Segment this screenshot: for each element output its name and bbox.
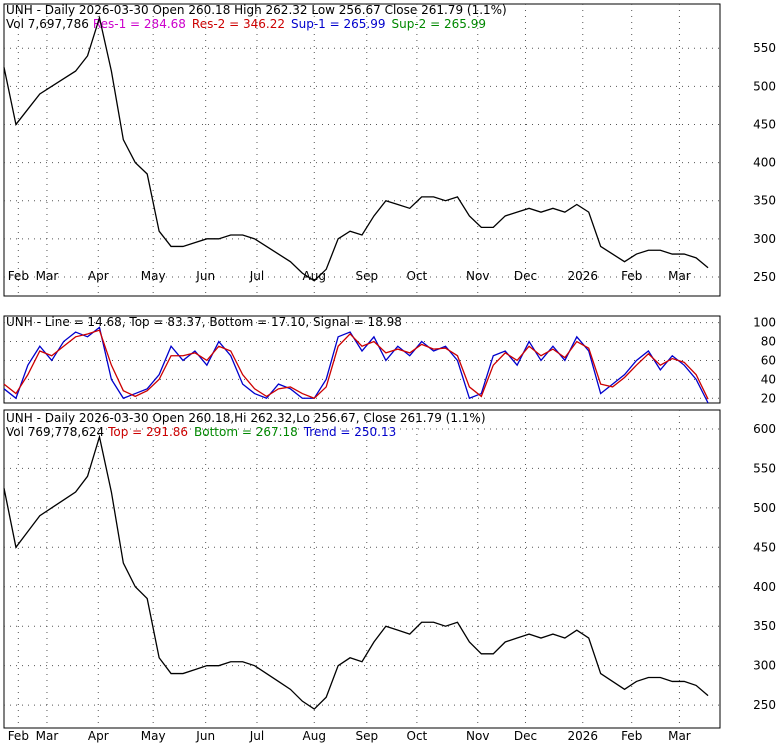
- y-tick-label: 300: [753, 232, 776, 246]
- x-tick-label: Dec: [514, 269, 537, 283]
- y-tick-label: 100: [753, 316, 776, 330]
- y-tick-label: 300: [753, 659, 776, 673]
- title: UNH - Line = 14.68, Top = 83.37, Bottom …: [6, 315, 402, 329]
- x-tick-label: Sep: [355, 269, 378, 283]
- x-tick-label: Sep: [355, 729, 378, 743]
- x-tick-label: Dec: [514, 729, 537, 743]
- x-tick-label: Mar: [668, 269, 691, 283]
- y-tick-label: 350: [753, 194, 776, 208]
- x-tick-label: Mar: [36, 729, 59, 743]
- y-tick-label: 40: [761, 372, 776, 386]
- title-text: UNH - Daily 2026-03-30 Open 260.18 High …: [6, 3, 507, 17]
- x-tick-label: Jul: [249, 729, 264, 743]
- x-tick-label: Nov: [466, 269, 489, 283]
- title-text: UNH - Daily 2026-03-30 Open 260.18,Hi 26…: [6, 411, 486, 425]
- trend: Trend = 250.13: [303, 425, 397, 439]
- subtitle: Vol 769,778,624 Top = 291.86 Bottom = 267.…: [6, 425, 396, 439]
- y-tick-label: 400: [753, 156, 776, 170]
- subtitle: Vol 7,697,786 Res-1 = 284.68 Res-2 = 346.2…: [6, 17, 486, 31]
- x-tick-label: Oct: [407, 269, 428, 283]
- panel: [3, 3, 721, 297]
- title: UNH - Daily 2026-03-30 Open 260.18,Hi 26…: [6, 411, 486, 425]
- y-tick-label: 450: [753, 117, 776, 131]
- bottom: Bottom = 267.18: [194, 425, 298, 439]
- x-tick-label: Aug: [303, 269, 326, 283]
- x-tick-label: Mar: [668, 729, 691, 743]
- x-tick-label: Feb: [8, 269, 29, 283]
- x-tick-label: Apr: [88, 269, 109, 283]
- series-line: [3, 326, 709, 404]
- title: UNH - Daily 2026-03-30 Open 260.18 High …: [6, 3, 507, 17]
- y-tick-label: 80: [761, 335, 776, 349]
- y-tick-label: 450: [753, 540, 776, 554]
- x-tick-label: Apr: [88, 729, 109, 743]
- y-tick-label: 400: [753, 580, 776, 594]
- series-line: [3, 15, 709, 282]
- vol: Vol 769,778,624: [6, 425, 104, 439]
- x-tick-label: 2026: [567, 729, 598, 743]
- panel: [3, 315, 721, 404]
- x-tick-label: Feb: [621, 729, 642, 743]
- y-tick-label: 20: [761, 391, 776, 405]
- res1: Res-1 = 284.68: [93, 17, 186, 31]
- title-text: UNH - Line = 14.68, Top = 83.37, Bottom …: [6, 315, 402, 329]
- y-tick-label: 60: [761, 353, 776, 367]
- y-tick-label: 350: [753, 619, 776, 633]
- x-tick-label: May: [141, 729, 166, 743]
- sup1: Sup-1 = 265.99: [291, 17, 385, 31]
- y-tick-label: 500: [753, 79, 776, 93]
- x-tick-label: Jun: [195, 729, 215, 743]
- x-tick-label: Jul: [249, 269, 264, 283]
- x-tick-label: Feb: [621, 269, 642, 283]
- x-tick-label: Aug: [303, 729, 326, 743]
- x-tick-label: Feb: [8, 729, 29, 743]
- res2: Res-2 = 346.22: [192, 17, 285, 31]
- y-tick-label: 500: [753, 501, 776, 515]
- sup2: Sup-2 = 265.99: [391, 17, 485, 31]
- y-tick-label: 250: [753, 698, 776, 712]
- panel: [3, 409, 721, 729]
- x-tick-label: Oct: [407, 729, 428, 743]
- vol: Vol 7,697,786: [6, 17, 89, 31]
- x-tick-label: Jun: [195, 269, 215, 283]
- x-tick-label: 2026: [567, 269, 598, 283]
- y-tick-label: 600: [753, 422, 776, 436]
- top: Top = 291.86: [107, 425, 188, 439]
- x-tick-label: May: [141, 269, 166, 283]
- series-line: [3, 434, 709, 710]
- y-tick-label: 550: [753, 41, 776, 55]
- series-line: [3, 329, 709, 400]
- x-tick-label: Mar: [36, 269, 59, 283]
- x-tick-label: Nov: [466, 729, 489, 743]
- y-tick-label: 550: [753, 461, 776, 475]
- y-tick-label: 250: [753, 270, 776, 284]
